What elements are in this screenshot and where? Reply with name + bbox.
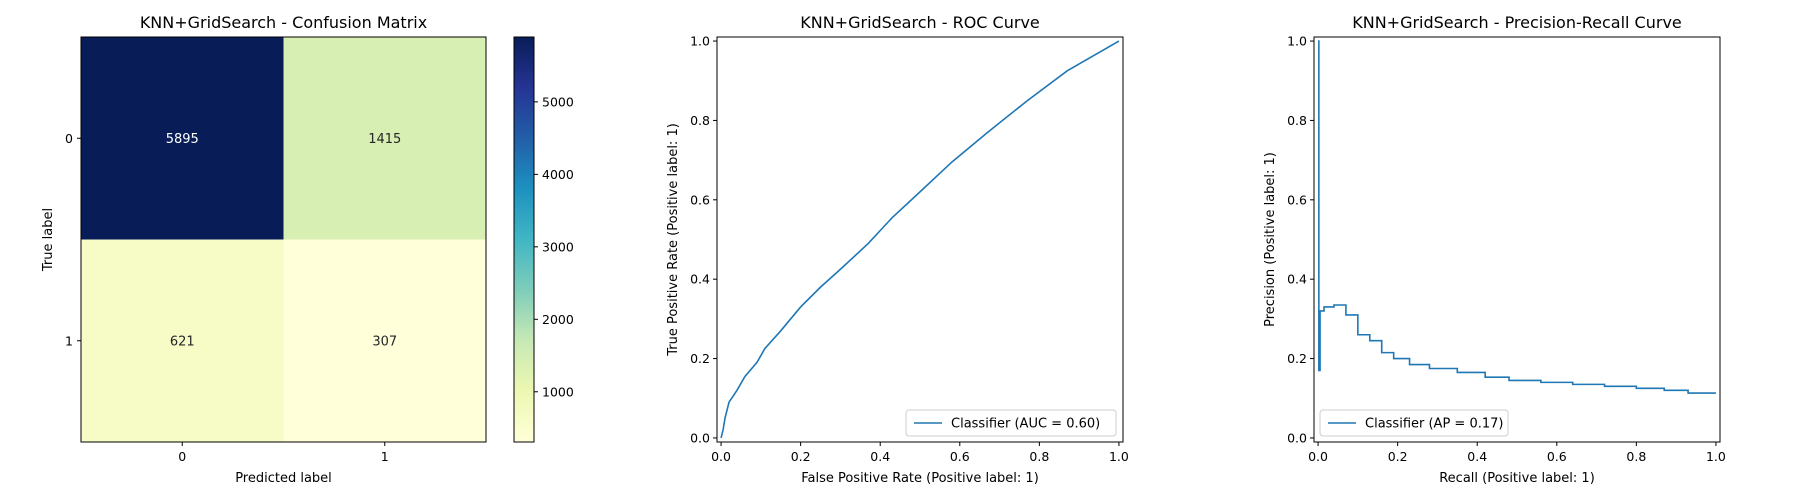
cm-colorbar: 1000 2000 3000 4000 5000 bbox=[513, 36, 574, 443]
pr-ylabel: Precision (Positive label: 1) bbox=[1263, 152, 1278, 327]
cm-xtick-label: 0 bbox=[178, 449, 186, 464]
roc-legend-label: Classifier (AUC = 0.60) bbox=[951, 417, 1100, 432]
roc-ylabel: True Positive Rate (Positive label: 1) bbox=[666, 123, 681, 357]
roc-ytick-label: 0.8 bbox=[690, 113, 710, 128]
pr-ytick-label: 0.6 bbox=[1287, 192, 1307, 207]
roc-ticks: 0.0 0.2 0.4 0.6 0.8 1.0 0.0 0.2 0.4 0.6 0.8 1.0 bbox=[690, 34, 1129, 464]
colorbar-tick-label: 1000 bbox=[542, 384, 574, 399]
roc-ytick-label: 0.4 bbox=[690, 272, 710, 287]
cm-ylabel: True label bbox=[41, 208, 56, 272]
pr-xtick-label: 0.0 bbox=[1308, 449, 1328, 464]
cm-xlabel: Predicted label bbox=[235, 471, 332, 486]
cm-cell bbox=[283, 239, 487, 443]
roc-series-line bbox=[720, 40, 1120, 439]
roc-ytick-label: 0.2 bbox=[690, 351, 710, 366]
cm-cells: 5895 1415 621 307 bbox=[81, 37, 487, 443]
pr-ytick-label: 0.8 bbox=[1287, 113, 1307, 128]
roc-legend: Classifier (AUC = 0.60) bbox=[905, 409, 1117, 437]
colorbar-ticks: 1000 2000 3000 4000 5000 bbox=[534, 94, 574, 399]
colorbar-tick-label: 4000 bbox=[542, 167, 574, 182]
roc-ytick-label: 1.0 bbox=[690, 34, 710, 49]
cm-cell bbox=[81, 37, 284, 240]
cm-title: KNN+GridSearch - Confusion Matrix bbox=[140, 13, 427, 32]
roc-xlabel: False Positive Rate (Positive label: 1) bbox=[801, 471, 1039, 486]
pr-legend-box bbox=[1319, 409, 1509, 437]
pr-legend-label: Classifier (AP = 0.17) bbox=[1365, 417, 1503, 432]
cm-ytick-label: 1 bbox=[65, 333, 73, 348]
pr-xtick-label: 1.0 bbox=[1706, 449, 1726, 464]
cm-cell-value: 307 bbox=[372, 334, 397, 349]
pr-series-line bbox=[1318, 40, 1716, 394]
cm-ytick-label: 0 bbox=[65, 131, 73, 146]
confusion-matrix-panel: KNN+GridSearch - Confusion Matrix 5895 14… bbox=[41, 13, 574, 486]
cm-cell-value: 1415 bbox=[368, 132, 401, 147]
roc-xtick-label: 0.2 bbox=[791, 449, 811, 464]
roc-xtick-label: 0.8 bbox=[1029, 449, 1049, 464]
pr-xtick-label: 0.8 bbox=[1626, 449, 1646, 464]
colorbar-tick-label: 5000 bbox=[542, 94, 574, 109]
colorbar-gradient bbox=[513, 36, 535, 443]
pr-xlabel: Recall (Positive label: 1) bbox=[1439, 471, 1595, 486]
colorbar-tick-label: 2000 bbox=[542, 312, 574, 327]
cm-cell bbox=[283, 37, 487, 240]
colorbar-tick-label: 3000 bbox=[542, 239, 574, 254]
roc-ytick-label: 0.0 bbox=[690, 430, 710, 445]
pr-ytick-label: 1.0 bbox=[1287, 34, 1307, 49]
cm-cell-value: 5895 bbox=[166, 132, 199, 147]
pr-xtick-label: 0.4 bbox=[1467, 449, 1487, 464]
cm-ticks: 0 1 0 1 bbox=[65, 131, 389, 464]
pr-ytick-label: 0.4 bbox=[1287, 272, 1307, 287]
roc-xtick-label: 0.0 bbox=[711, 449, 731, 464]
cm-xtick-label: 1 bbox=[381, 449, 389, 464]
cm-cell-value: 621 bbox=[170, 334, 195, 349]
pr-xtick-label: 0.2 bbox=[1388, 449, 1408, 464]
pr-legend: Classifier (AP = 0.17) bbox=[1319, 409, 1509, 437]
cm-frame bbox=[80, 36, 487, 443]
roc-title: KNN+GridSearch - ROC Curve bbox=[800, 13, 1040, 32]
pr-ytick-label: 0.0 bbox=[1287, 430, 1307, 445]
pr-ytick-label: 0.2 bbox=[1287, 351, 1307, 366]
roc-legend-box bbox=[905, 409, 1117, 437]
cm-cell bbox=[81, 239, 284, 443]
roc-xtick-label: 0.4 bbox=[870, 449, 890, 464]
roc-xtick-label: 0.6 bbox=[950, 449, 970, 464]
roc-xtick-label: 1.0 bbox=[1109, 449, 1129, 464]
pr-frame bbox=[1313, 36, 1721, 443]
pr-ticks: 0.0 0.2 0.4 0.6 0.8 1.0 0.0 0.2 0.4 0.6 0.8 1.0 bbox=[1287, 34, 1726, 464]
roc-ytick-label: 0.6 bbox=[690, 192, 710, 207]
roc-panel: KNN+GridSearch - ROC Curve 0.0 0.2 0.4 0.6 0… bbox=[666, 13, 1129, 486]
pr-panel: KNN+GridSearch - Precision-Recall Curve … bbox=[1263, 13, 1726, 486]
pr-xtick-label: 0.6 bbox=[1547, 449, 1567, 464]
pr-title: KNN+GridSearch - Precision-Recall Curve bbox=[1352, 13, 1682, 32]
roc-frame bbox=[716, 36, 1124, 443]
